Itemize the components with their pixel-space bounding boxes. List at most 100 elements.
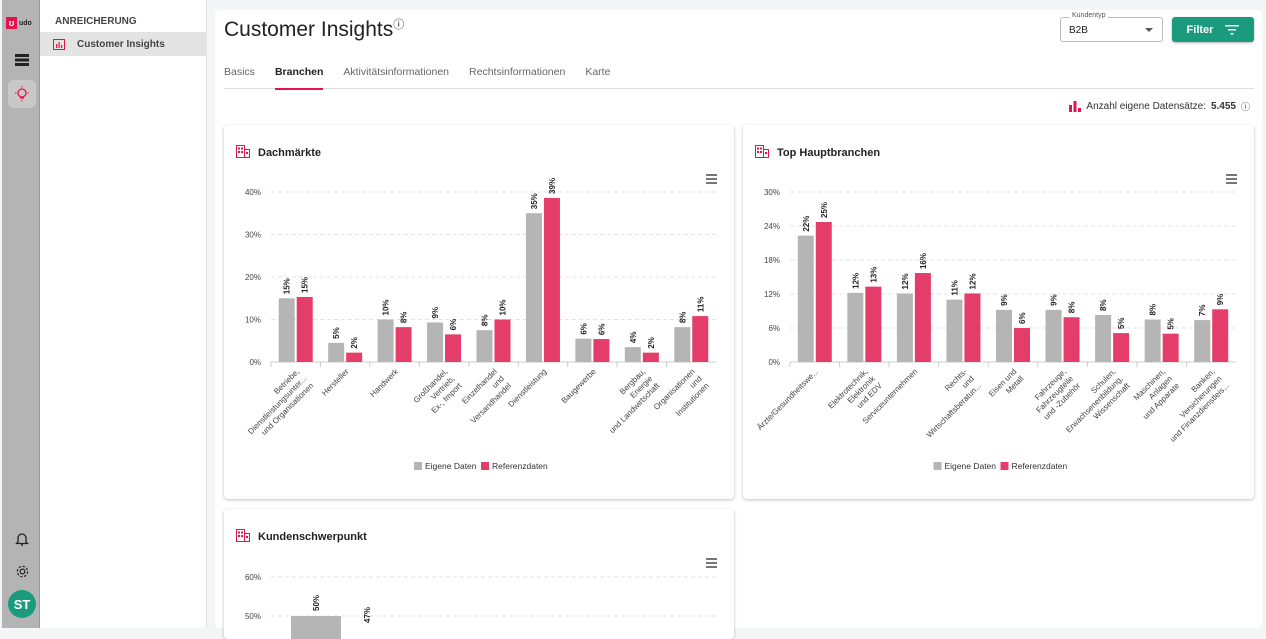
count-value: 5.455 <box>1210 101 1236 112</box>
bar-eigene-daten[interactable] <box>1144 319 1161 363</box>
filter-button[interactable]: Filter <box>1172 17 1254 42</box>
bar-eigene-daten[interactable] <box>427 322 444 362</box>
bar-eigene-daten[interactable] <box>847 292 864 362</box>
bar-referenzdaten[interactable] <box>1063 317 1080 362</box>
data-label: 22% <box>802 216 811 232</box>
data-label: 47% <box>363 607 372 623</box>
data-label: 5% <box>1117 318 1126 330</box>
data-label: 8% <box>400 312 409 324</box>
hamburger-menu-icon[interactable] <box>706 174 717 186</box>
building-icon <box>236 529 250 545</box>
y-tick-label: 30% <box>245 231 261 240</box>
bar-eigene-daten[interactable] <box>476 330 493 362</box>
bar-referenzdaten[interactable] <box>964 293 981 362</box>
y-tick-label: 60% <box>245 573 261 582</box>
data-label: 2% <box>647 337 656 349</box>
kundentyp-value: B2B <box>1069 25 1088 36</box>
data-label: 13% <box>869 267 878 283</box>
bar-referenzdaten[interactable] <box>815 222 832 362</box>
chart-kundenschwerpunkt: 60% 50% 50% 47% <box>245 573 716 639</box>
data-label: 35% <box>530 193 539 209</box>
bar-eigene-daten[interactable] <box>797 235 814 362</box>
nav-item-customer-insights[interactable]: Customer Insights <box>40 32 207 56</box>
legend-item[interactable]: Referenzdaten <box>492 461 548 471</box>
udo-logo[interactable]: ʊ udo <box>6 17 32 29</box>
tab-rechtsinformationen[interactable]: Rechtsinformationen <box>469 66 566 78</box>
card-title: Kundenschwerpunkt <box>236 529 367 545</box>
card-title: Dachmärkte <box>236 145 321 161</box>
x-tick-label: Baugewerbe <box>560 367 599 406</box>
bar-referenzdaten[interactable] <box>642 352 659 362</box>
bell-icon[interactable] <box>8 524 36 552</box>
building-icon <box>755 145 769 161</box>
data-label: 2% <box>350 337 359 349</box>
y-tick-label: 30% <box>764 188 780 197</box>
user-avatar[interactable]: ST <box>8 590 36 618</box>
bar-referenzdaten[interactable] <box>445 334 462 362</box>
bar-eigene-daten[interactable] <box>1194 320 1211 362</box>
bar-referenzdaten[interactable] <box>593 339 610 362</box>
data-label: 5% <box>1167 318 1176 330</box>
kundentyp-select[interactable]: Kundentyp B2B <box>1060 12 1163 42</box>
bar-chart-icon <box>53 38 65 50</box>
y-tick-label: 0% <box>768 358 780 367</box>
y-tick-label: 10% <box>245 316 261 325</box>
nav-item-label: Customer Insights <box>77 38 165 50</box>
data-label: 10% <box>382 299 391 315</box>
info-icon[interactable]: ⓘ <box>393 19 405 31</box>
info-icon[interactable]: ⓘ <box>1240 102 1250 112</box>
hamburger-menu-icon[interactable] <box>706 558 717 570</box>
bar-eigene-daten[interactable] <box>278 298 295 362</box>
x-tick-label: Dienstleistung <box>506 367 548 409</box>
x-tick-label: Hersteller <box>320 367 351 398</box>
data-label: 9% <box>1000 294 1009 306</box>
bar-referenzdaten[interactable] <box>346 352 363 362</box>
data-label: 6% <box>579 323 588 335</box>
bar-referenzdaten[interactable] <box>494 319 511 363</box>
bar-eigene-daten[interactable] <box>328 342 345 362</box>
bar-eigene-daten[interactable] <box>575 338 592 362</box>
bar-eigene-daten[interactable] <box>1095 314 1112 362</box>
side-nav: ANREICHERUNG Customer Insights <box>40 0 207 628</box>
chart-dachmaerkte: 0% 10% 20% 30% 40% 15% 15% Betriebe,Dienstleist… <box>245 178 716 471</box>
bar-eigene-daten[interactable] <box>996 309 1012 362</box>
bar-eigene-daten[interactable] <box>1045 309 1062 362</box>
tab-branchen[interactable]: Branchen <box>274 66 324 90</box>
bar-eigene-daten[interactable] <box>525 213 542 362</box>
bar-referenzdaten[interactable] <box>692 316 709 362</box>
tab-karte[interactable]: Karte <box>585 66 611 78</box>
bar-referenzdaten[interactable] <box>543 197 560 362</box>
bar-referenzdaten[interactable] <box>1212 309 1229 362</box>
lightbulb-icon[interactable] <box>8 80 36 108</box>
tab-aktivitätsinformationen[interactable]: Aktivitätsinformationen <box>343 66 450 78</box>
x-tick-label: Handwerk <box>368 366 401 399</box>
data-label: 25% <box>820 202 829 218</box>
data-label: 9% <box>1216 294 1225 306</box>
bar-eigene-daten[interactable] <box>674 327 691 362</box>
legend-swatch <box>481 462 489 470</box>
tab-basics[interactable]: Basics <box>224 66 255 78</box>
x-tick-label: Großhandel,Vertrieb,Ex-, Import <box>412 367 464 415</box>
bar-referenzdaten[interactable] <box>395 327 412 362</box>
bar-referenzdaten[interactable] <box>914 273 931 362</box>
bar-referenzdaten[interactable] <box>1113 333 1130 362</box>
bar-eigene-daten[interactable] <box>946 299 963 362</box>
legend-item[interactable]: Referenzdaten <box>1012 461 1068 471</box>
filter-icon <box>1225 24 1240 34</box>
page-title: Customer Insightsⓘ <box>224 18 405 41</box>
data-label: 9% <box>1050 294 1059 306</box>
bar-eigene-daten[interactable] <box>896 293 913 362</box>
legend-item[interactable]: Eigene Daten <box>425 461 477 471</box>
bar-eigene-daten[interactable] <box>624 347 641 362</box>
bar-referenzdaten[interactable] <box>865 286 882 362</box>
data-label: 8% <box>1099 299 1108 311</box>
list-icon[interactable] <box>8 46 36 74</box>
gear-icon[interactable] <box>8 557 36 585</box>
bar-referenzdaten[interactable] <box>1014 328 1030 362</box>
bar-eigene-daten[interactable] <box>377 319 394 363</box>
bar-referenzdaten[interactable] <box>1162 333 1179 362</box>
hamburger-menu-icon[interactable] <box>1226 174 1237 186</box>
bar-referenzdaten[interactable] <box>296 296 313 362</box>
legend-item[interactable]: Eigene Daten <box>945 461 997 471</box>
